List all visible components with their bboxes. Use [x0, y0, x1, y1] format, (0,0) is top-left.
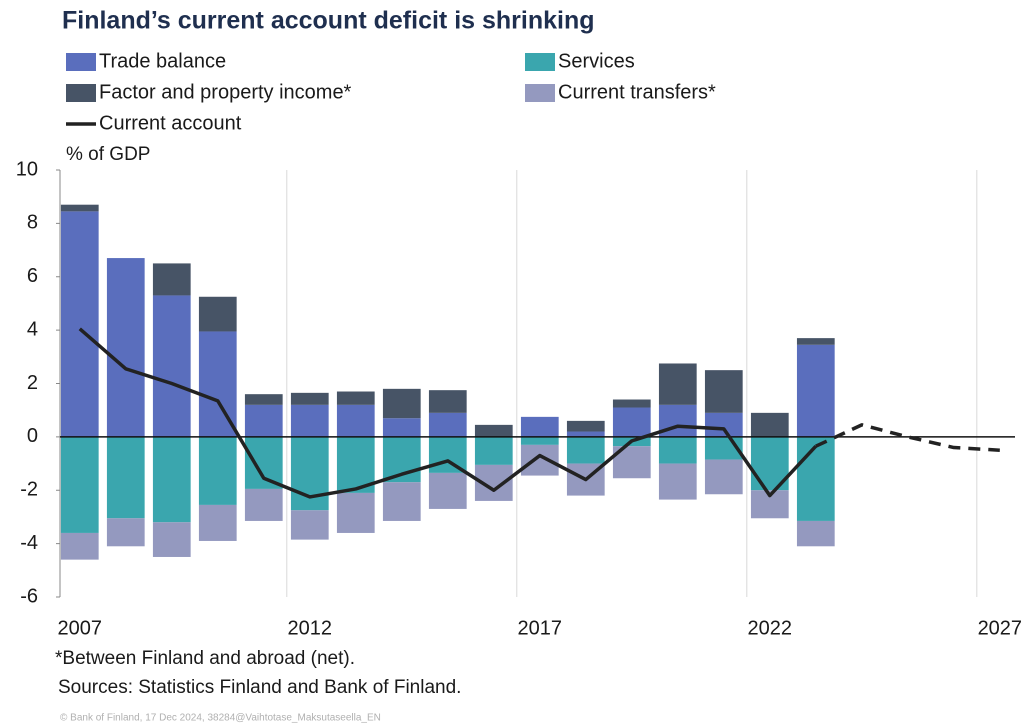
- bar: [382, 482, 421, 521]
- bar: [336, 404, 375, 437]
- x-tick-label: 2017: [518, 617, 563, 639]
- x-tick-label: 2007: [58, 617, 103, 639]
- bar: [566, 436, 605, 464]
- bar: [290, 436, 329, 511]
- legend-swatch: [525, 53, 555, 71]
- bar: [336, 492, 375, 533]
- bar: [612, 407, 651, 437]
- bar: [244, 394, 283, 405]
- x-tick-label: 2012: [288, 617, 333, 639]
- bar: [796, 344, 835, 437]
- bar: [704, 459, 743, 495]
- bar: [198, 436, 237, 505]
- bar: [198, 504, 237, 541]
- bar: [106, 258, 145, 437]
- bar: [106, 436, 145, 519]
- bar: [290, 392, 329, 405]
- bar: [428, 412, 467, 437]
- bar: [290, 404, 329, 437]
- line-series: [815, 423, 1000, 452]
- bar: [796, 436, 835, 521]
- bar: [152, 436, 191, 523]
- y-tick-label: 4: [27, 318, 38, 340]
- y-tick-label: 0: [27, 425, 38, 447]
- y-tick-label: -6: [20, 585, 38, 607]
- y-tick-label: 6: [27, 265, 38, 287]
- bar: [428, 472, 467, 509]
- y-tick-label: -4: [20, 532, 38, 554]
- bar: [474, 436, 513, 465]
- bar: [244, 404, 283, 437]
- bar: [658, 463, 697, 500]
- bar: [612, 399, 651, 408]
- bar: [750, 412, 789, 437]
- bar: [60, 211, 99, 437]
- x-tick-label: 2022: [748, 617, 793, 639]
- y-tick-label: -2: [20, 479, 38, 501]
- credit: © Bank of Finland, 17 Dec 2024, 38284@Va…: [60, 713, 381, 724]
- legend-label: Current account: [99, 112, 242, 134]
- bar: [566, 420, 605, 432]
- legend-label: Trade balance: [99, 50, 226, 72]
- legend-label: Services: [558, 50, 635, 72]
- bar: [152, 295, 191, 437]
- bar: [198, 296, 237, 332]
- bar: [428, 390, 467, 413]
- note: Sources: Statistics Finland and Bank of …: [58, 677, 461, 698]
- y-tick-label: 10: [16, 158, 38, 180]
- y-tick-label: 2: [27, 372, 38, 394]
- bar: [152, 263, 191, 296]
- bar: [60, 436, 99, 533]
- y-axis-label: % of GDP: [66, 144, 150, 165]
- bar: [152, 522, 191, 557]
- bar: [796, 338, 835, 345]
- bar: [60, 204, 99, 212]
- bar: [474, 424, 513, 437]
- note: *Between Finland and abroad (net).: [55, 648, 355, 669]
- bar: [60, 532, 99, 560]
- bar: [796, 520, 835, 547]
- bar: [658, 436, 697, 464]
- bar: [244, 488, 283, 521]
- bar: [658, 363, 697, 405]
- bar: [336, 391, 375, 405]
- bar: [290, 510, 329, 540]
- bar: [520, 416, 559, 437]
- bar: [520, 436, 559, 445]
- bar: [106, 518, 145, 547]
- x-tick-label: 2027: [978, 617, 1021, 639]
- bar: [704, 370, 743, 413]
- bar: [704, 412, 743, 437]
- bar: [520, 444, 559, 476]
- y-tick-label: 8: [27, 212, 38, 234]
- bar: [382, 388, 421, 419]
- bar: [566, 431, 605, 437]
- legend-swatch: [66, 84, 96, 102]
- bar: [382, 418, 421, 437]
- legend-swatch: [525, 84, 555, 102]
- chart-title: Finland’s current account deficit is shr…: [62, 7, 595, 35]
- line-series: [78, 327, 818, 499]
- legend-label: Factor and property income*: [99, 81, 352, 103]
- legend-label: Current transfers*: [558, 81, 716, 103]
- bar: [244, 436, 283, 489]
- legend-swatch: [66, 53, 96, 71]
